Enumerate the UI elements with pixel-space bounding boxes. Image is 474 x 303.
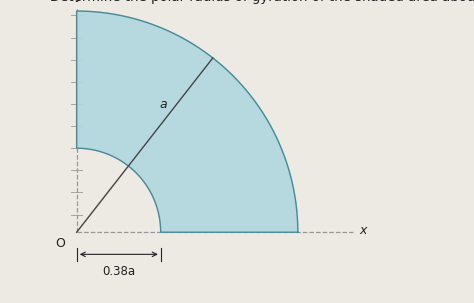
Polygon shape [77, 11, 298, 232]
Text: a: a [160, 98, 168, 111]
Text: y: y [75, 0, 82, 2]
Text: O: O [56, 237, 65, 250]
Text: Determine the polar radius of gyration of the shaded area about point O.: Determine the polar radius of gyration o… [50, 0, 474, 5]
Text: x: x [360, 224, 367, 237]
Text: 0.38a: 0.38a [102, 265, 135, 278]
